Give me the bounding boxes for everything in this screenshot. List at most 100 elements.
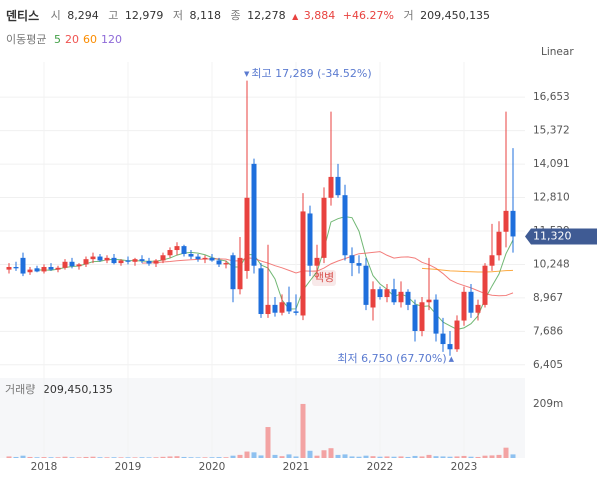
volume-bar xyxy=(195,457,201,458)
volume-label: 거 xyxy=(403,9,413,22)
y-tick-label: 7,686 xyxy=(533,325,563,337)
low-text: 최저 6,750 (67.70%) xyxy=(337,352,446,365)
candle-body xyxy=(111,257,117,264)
volume-bar xyxy=(20,455,26,458)
candle-body xyxy=(125,260,131,262)
volume-bar xyxy=(349,456,355,458)
y-tick-label: 16,653 xyxy=(533,91,570,103)
candle-body xyxy=(496,231,502,256)
volume-bar xyxy=(482,455,488,458)
y-tick-label: 10,248 xyxy=(533,258,570,270)
volume-bar xyxy=(489,455,495,458)
volume-bar xyxy=(83,456,89,458)
candle-body xyxy=(202,257,208,260)
volume-tick-label: 209m xyxy=(533,398,563,410)
volume-bar xyxy=(286,454,292,458)
candle-body xyxy=(90,256,96,260)
candle-body xyxy=(104,257,110,261)
legend-entry: 120 xyxy=(101,33,122,46)
candle-body xyxy=(132,259,138,262)
volume-bar xyxy=(503,447,509,458)
y-tick-label: 14,091 xyxy=(533,158,570,170)
high-annotation: ▼ 최고 17,289 (-34.52%) xyxy=(244,67,372,80)
candle-body xyxy=(69,261,75,267)
candle-body xyxy=(510,210,516,237)
volume-bar xyxy=(461,455,467,458)
candle-body xyxy=(167,250,173,256)
x-tick-label: 2020 xyxy=(199,461,226,473)
volume-bar xyxy=(405,456,411,458)
candle-body xyxy=(139,259,145,262)
candle-body xyxy=(279,302,285,313)
volume-bar xyxy=(13,456,19,458)
volume-bar xyxy=(426,454,432,458)
volume-bar xyxy=(272,454,278,458)
volume-bar xyxy=(328,448,334,458)
ma-legend: 이동평균 5 20 60 120 xyxy=(6,33,122,46)
volume-bar xyxy=(496,454,502,458)
volume-bar xyxy=(132,457,138,458)
candle-body xyxy=(489,255,495,266)
volume-bar xyxy=(6,456,12,458)
candle-body xyxy=(83,259,89,265)
candle-body xyxy=(244,197,250,271)
volume-bar xyxy=(209,457,215,458)
candle-body xyxy=(321,197,327,258)
price-badge-label: 11,320 xyxy=(533,229,572,242)
volume-bar xyxy=(55,457,61,458)
candle-body xyxy=(461,291,467,321)
volume-bar xyxy=(342,454,348,458)
low-arrow: ▲ xyxy=(449,355,455,363)
change: 3,884 xyxy=(304,9,336,22)
change-arrow: ▲ xyxy=(292,12,299,21)
volume-bar xyxy=(216,457,222,458)
ma-label: 이동평균 xyxy=(6,33,46,46)
volume-bar xyxy=(300,403,306,458)
ma-line xyxy=(141,251,514,297)
volume-bar xyxy=(34,457,40,458)
volume-bar xyxy=(223,457,229,458)
ma-line xyxy=(421,267,514,273)
volume: 209,450,135 xyxy=(420,9,490,22)
high-label: 고 xyxy=(108,9,118,22)
candle-body xyxy=(349,255,355,264)
candle-body xyxy=(398,291,404,303)
candle-body xyxy=(97,256,103,261)
event-label: 액병 xyxy=(314,271,334,284)
volume-bar xyxy=(97,457,103,458)
high-text: 최고 17,289 (-34.52%) xyxy=(251,67,371,80)
volume-pane xyxy=(0,378,525,458)
price-badge xyxy=(525,228,597,245)
x-tick-label: 2023 xyxy=(451,461,478,473)
volume-bar xyxy=(468,456,474,458)
candle-body xyxy=(384,289,390,298)
candle-body xyxy=(13,267,19,269)
volume-bar xyxy=(307,450,313,458)
close-label: 종 xyxy=(231,9,241,22)
candle-body xyxy=(209,257,215,261)
y-tick-label: 8,967 xyxy=(533,292,563,304)
scale-label[interactable]: Linear xyxy=(541,46,574,58)
volume-bar xyxy=(454,456,460,458)
volume-bar xyxy=(125,457,131,458)
x-tick-label: 2022 xyxy=(367,461,394,473)
low-annotation: 최저 6,750 (67.70%) ▲ xyxy=(337,352,454,365)
candle-body xyxy=(272,304,278,313)
volume-bar xyxy=(181,456,187,458)
candle-body xyxy=(503,210,509,232)
volume-total: 209,450,135 xyxy=(43,383,113,396)
y-tick-label: 15,372 xyxy=(533,125,570,137)
candle-body xyxy=(195,256,201,260)
candle-body xyxy=(216,260,222,265)
volume-bar xyxy=(251,452,257,458)
candle-body xyxy=(475,304,481,313)
candle-body xyxy=(160,255,166,261)
candle-body xyxy=(55,267,61,270)
candle-body xyxy=(20,257,26,274)
x-tick-label: 2018 xyxy=(31,461,58,473)
candle-body xyxy=(6,267,12,270)
volume-bar xyxy=(230,455,236,458)
volume-bar xyxy=(391,456,397,458)
candle-body xyxy=(412,304,418,331)
candle-body xyxy=(41,267,47,272)
